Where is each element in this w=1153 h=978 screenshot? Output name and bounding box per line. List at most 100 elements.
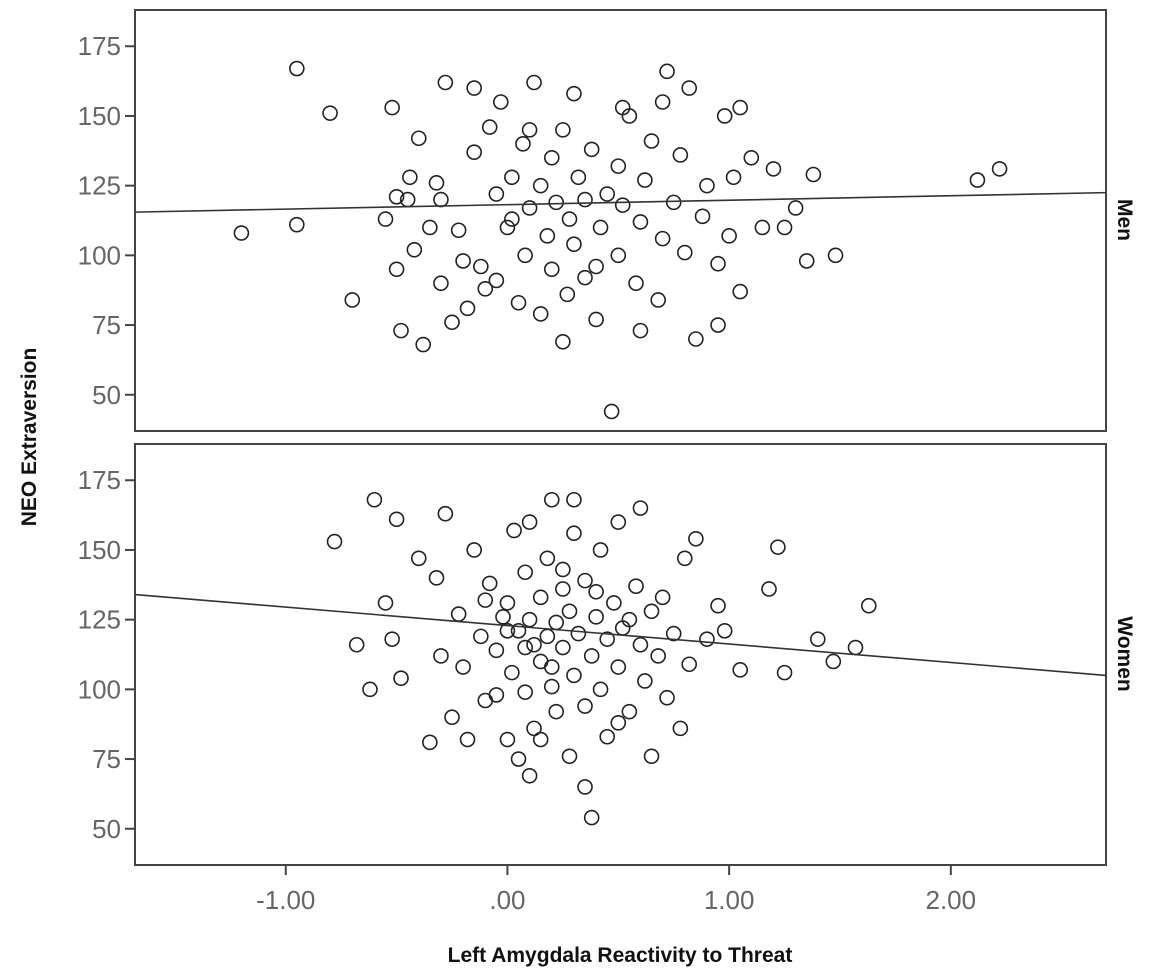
data-point-women: [566, 491, 582, 508]
data-point-men: [406, 241, 423, 258]
data-point-women: [561, 603, 578, 620]
data-point-men: [344, 292, 361, 308]
data-point-men: [743, 149, 760, 166]
data-point-women: [699, 631, 715, 647]
data-point-men: [991, 161, 1008, 177]
points-layer: [233, 60, 1008, 826]
data-point-women: [517, 639, 533, 656]
data-point-men: [455, 253, 471, 269]
data-point-women: [860, 597, 877, 614]
data-point-women: [566, 667, 582, 684]
data-point-women: [583, 809, 600, 826]
data-point-men: [504, 169, 520, 186]
data-point-men: [798, 253, 815, 269]
y-tick-label: 75: [92, 744, 121, 774]
data-point-women: [543, 678, 560, 695]
data-point-men: [805, 166, 822, 183]
data-point-men: [422, 219, 438, 236]
data-point-women: [761, 581, 777, 597]
fit-line-men: [134, 191, 1107, 213]
data-point-women: [499, 595, 516, 611]
data-point-women: [521, 611, 538, 628]
y-tick-label: 150: [78, 101, 121, 131]
data-point-women: [450, 606, 467, 622]
data-point-men: [776, 219, 793, 236]
data-point-women: [710, 597, 726, 614]
data-point-women: [654, 589, 671, 606]
y-tick-label: 50: [92, 814, 121, 844]
data-point-women: [384, 631, 400, 647]
data-point-men: [827, 247, 844, 264]
data-point-men: [504, 211, 520, 227]
data-point-women: [776, 664, 793, 681]
y-tick-label: 175: [78, 465, 121, 495]
data-point-men: [428, 175, 445, 191]
data-point-women: [526, 636, 542, 653]
data-point-women: [393, 670, 409, 686]
data-point-women: [610, 659, 627, 675]
data-point-men: [583, 141, 600, 158]
data-point-women: [377, 595, 394, 611]
data-point-women: [506, 522, 522, 539]
data-point-men: [610, 158, 627, 174]
data-point-women: [517, 684, 533, 700]
data-point-women: [481, 575, 498, 592]
data-point-men: [410, 130, 427, 147]
data-point-women: [521, 514, 538, 530]
data-point-men: [289, 60, 305, 77]
data-point-women: [422, 734, 438, 751]
data-point-men: [543, 149, 560, 166]
data-point-men: [716, 108, 733, 124]
data-point-women: [825, 653, 842, 670]
data-point-women: [577, 779, 593, 795]
data-point-women: [650, 648, 666, 664]
fit-lines-layer: [134, 191, 1107, 677]
y-tick-label: 75: [92, 310, 121, 340]
data-point-women: [410, 550, 427, 567]
data-point-men: [659, 63, 675, 80]
data-point-women: [510, 623, 527, 639]
y-tick-label: 125: [78, 605, 121, 635]
data-point-men: [539, 228, 556, 244]
data-point-women: [583, 648, 600, 664]
y-tick-label: 100: [78, 674, 121, 704]
data-point-men: [566, 85, 582, 102]
data-point-women: [543, 659, 560, 675]
data-point-men: [473, 258, 489, 275]
data-point-men: [765, 161, 782, 177]
data-point-women: [570, 625, 587, 642]
data-point-women: [504, 664, 520, 681]
y-tick-label: 125: [78, 171, 121, 201]
data-point-women: [388, 511, 405, 528]
data-point-men: [725, 169, 742, 186]
data-point-women: [610, 715, 627, 731]
y-tick-label: 100: [78, 240, 121, 270]
data-point-women: [555, 581, 571, 597]
data-point-women: [716, 623, 733, 639]
data-point-men: [721, 228, 737, 244]
data-point-men: [588, 258, 604, 275]
data-point-women: [588, 609, 604, 625]
data-point-women: [621, 611, 638, 628]
data-point-men: [548, 194, 565, 211]
data-point-women: [543, 491, 560, 508]
data-point-women: [592, 542, 609, 558]
data-point-women: [548, 703, 565, 720]
data-point-men: [388, 261, 405, 278]
data-point-women: [577, 698, 593, 714]
data-point-women: [577, 572, 593, 589]
data-point-men: [543, 261, 560, 278]
data-point-women: [488, 642, 505, 659]
data-point-women: [676, 550, 693, 567]
data-point-men: [233, 225, 250, 241]
data-point-men: [654, 94, 671, 110]
data-point-women: [362, 681, 378, 698]
data-point-women: [588, 583, 604, 600]
data-point-women: [688, 530, 704, 547]
data-point-women: [455, 659, 471, 675]
data-point-men: [555, 122, 571, 138]
data-point-men: [532, 177, 549, 194]
data-point-men: [459, 300, 476, 317]
data-point-women: [555, 561, 571, 578]
data-point-men: [433, 191, 449, 208]
